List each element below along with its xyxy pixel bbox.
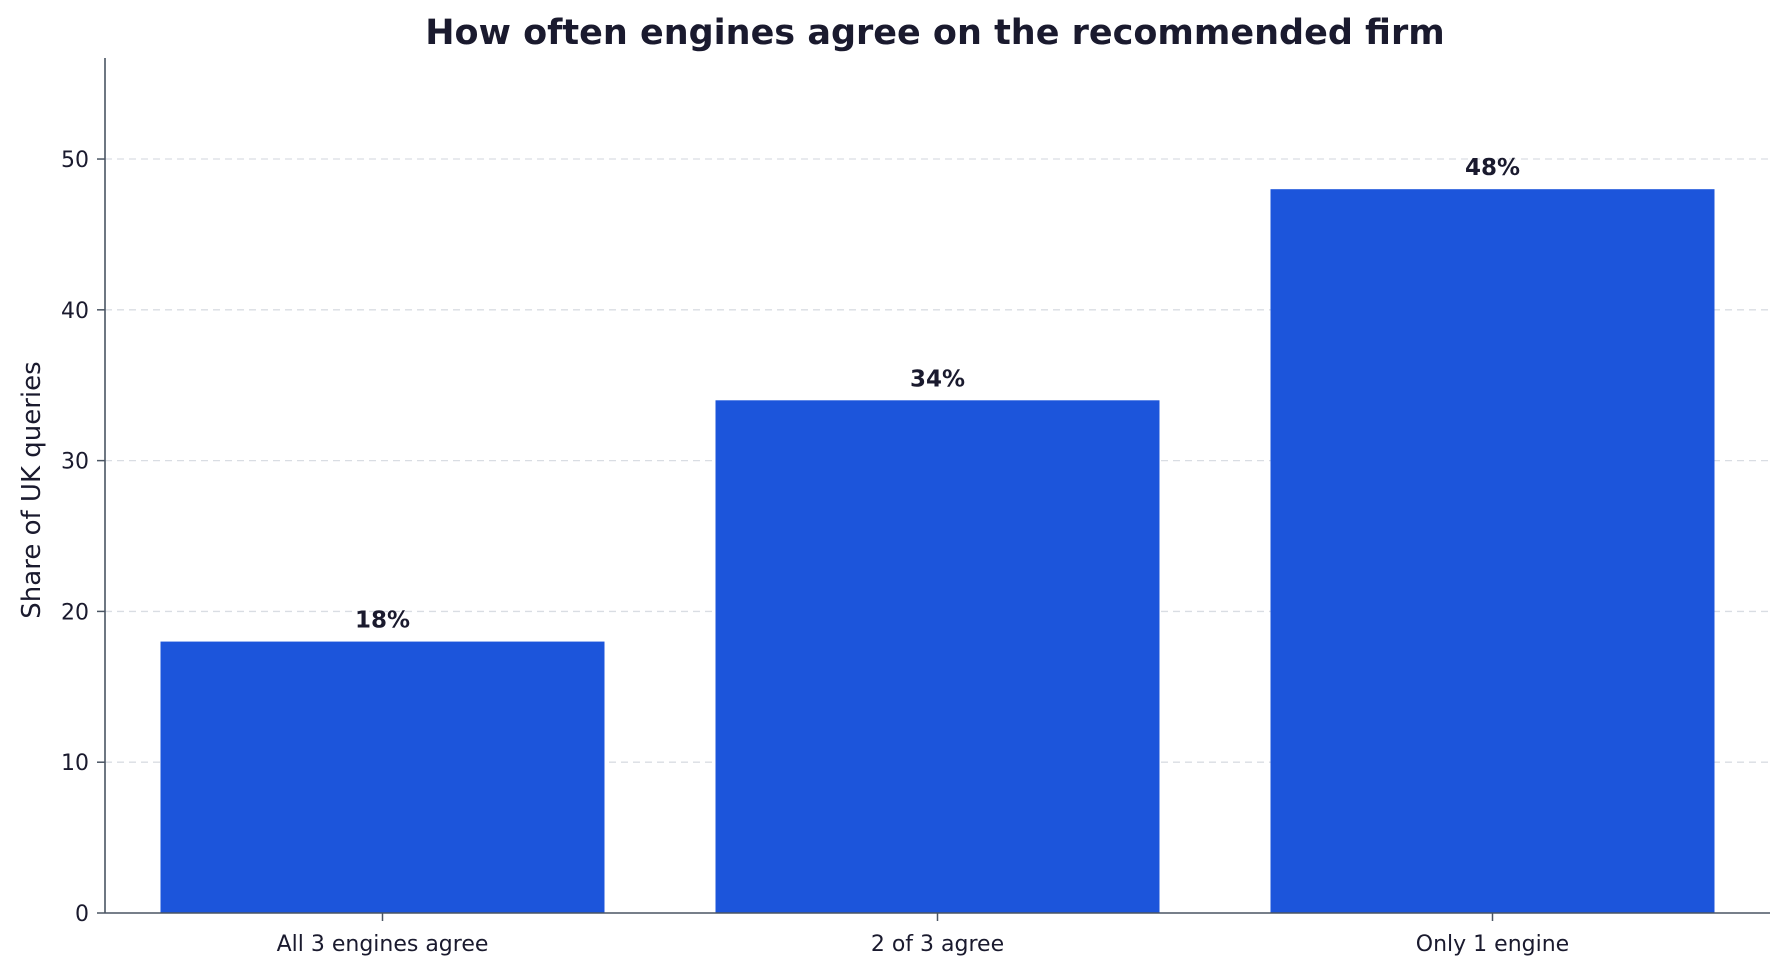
y-tick-label: 0 [75, 902, 89, 927]
bar [1270, 189, 1715, 913]
y-tick-label: 10 [61, 751, 89, 776]
y-tick-label: 20 [61, 600, 89, 625]
bar [715, 400, 1160, 913]
bars [160, 189, 1715, 913]
x-tick-label: All 3 engines agree [277, 932, 489, 957]
x-tick-label: 2 of 3 agree [871, 932, 1004, 957]
x-tick-label: Only 1 engine [1416, 932, 1569, 957]
y-axis-label: Share of UK queries [17, 361, 47, 618]
y-tick-label: 40 [61, 299, 89, 324]
x-ticks: All 3 engines agree 2 of 3 agree Only 1 en… [277, 913, 1569, 957]
chart-title: How often engines agree on the recommend… [425, 13, 1444, 53]
y-tick-label: 50 [61, 148, 89, 173]
bar [160, 641, 605, 913]
bar-value-label: 48% [1465, 155, 1520, 181]
y-tick-label: 30 [61, 450, 89, 475]
bar-value-label: 18% [355, 608, 410, 634]
y-ticks: 0 10 20 30 40 50 [61, 148, 105, 927]
bar-value-label: 34% [910, 366, 965, 392]
data-labels: 18% 34% 48% [355, 155, 1520, 633]
